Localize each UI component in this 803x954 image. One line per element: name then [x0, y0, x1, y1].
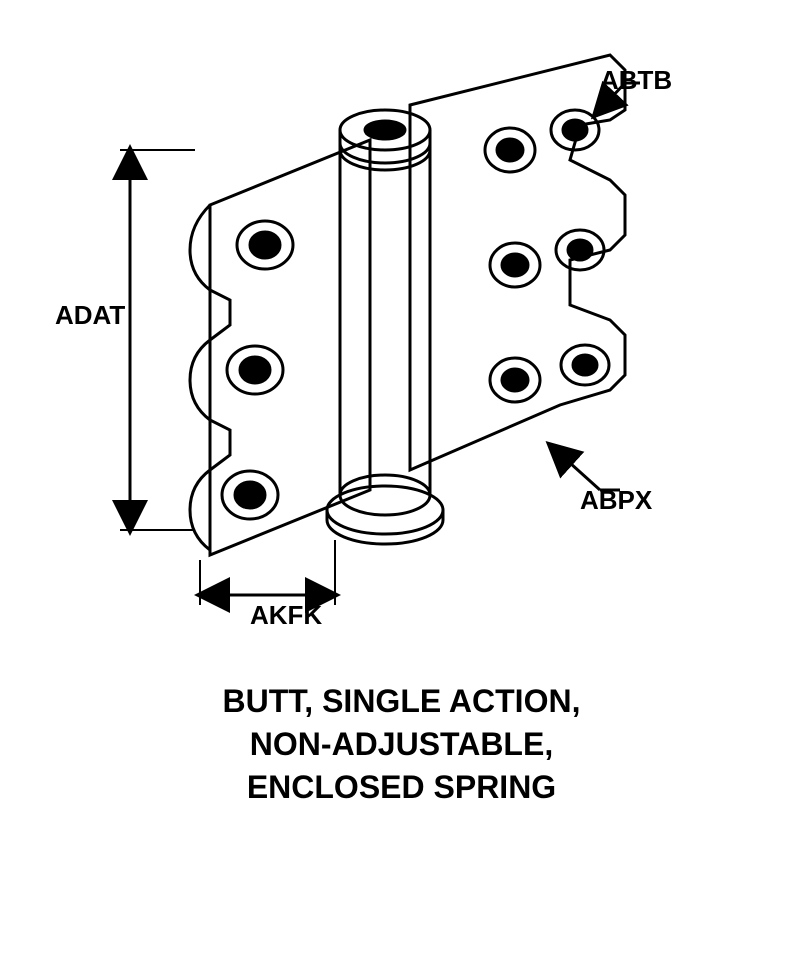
label-abtb: ABTB: [600, 65, 672, 96]
caption-line-2: NON-ADJUSTABLE,: [0, 723, 803, 766]
label-adat: ADAT: [55, 300, 125, 331]
hinge-svg: [80, 50, 720, 650]
label-abpx: ABPX: [580, 485, 652, 516]
label-akfk: AKFK: [250, 600, 322, 631]
hinge-diagram: [80, 50, 720, 650]
caption-line-3: ENCLOSED SPRING: [0, 766, 803, 809]
caption-line-1: BUTT, SINGLE ACTION,: [0, 680, 803, 723]
diagram-caption: BUTT, SINGLE ACTION, NON-ADJUSTABLE, ENC…: [0, 680, 803, 810]
